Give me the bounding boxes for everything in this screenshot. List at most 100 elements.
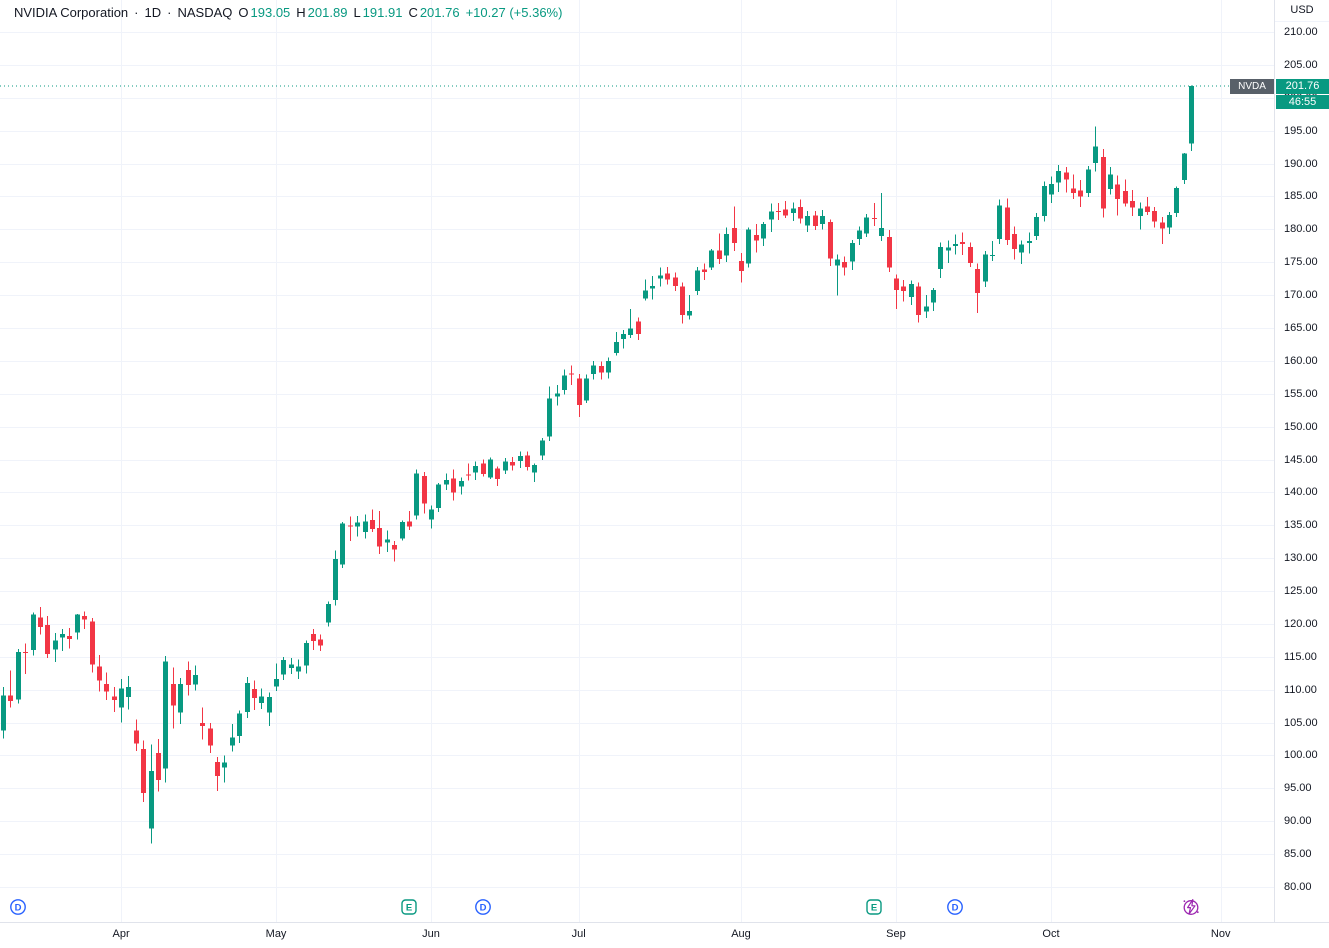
price-axis-label: 135.00 bbox=[1284, 519, 1318, 532]
price-axis-label: 170.00 bbox=[1284, 289, 1318, 302]
candle-body bbox=[931, 289, 936, 303]
candle-body bbox=[525, 455, 530, 467]
candle-body bbox=[599, 366, 604, 373]
candle-body bbox=[392, 545, 397, 550]
candle-body bbox=[650, 285, 655, 289]
candle-body bbox=[134, 730, 139, 744]
candle-body bbox=[38, 617, 43, 628]
price-axis-label: 185.00 bbox=[1284, 190, 1318, 203]
candle-body bbox=[348, 525, 353, 527]
candle-body bbox=[237, 713, 242, 736]
candle-body bbox=[385, 539, 390, 543]
candle-body bbox=[555, 393, 560, 397]
time-axis-label: May bbox=[265, 928, 287, 940]
interval-label[interactable]: 1D bbox=[144, 5, 162, 20]
candle-body bbox=[259, 696, 264, 703]
candle-body bbox=[717, 250, 722, 259]
candle-body bbox=[746, 229, 751, 264]
candle-body bbox=[547, 398, 552, 437]
candle-body bbox=[968, 247, 973, 263]
candle-body bbox=[606, 360, 611, 373]
earnings-box bbox=[401, 899, 417, 915]
candle-body bbox=[1182, 153, 1187, 180]
candle-body bbox=[636, 321, 641, 334]
candle-body bbox=[1064, 172, 1069, 180]
candle-body bbox=[983, 254, 988, 282]
price-axis[interactable]: USD 201.76 46:55 210.00205.00200.00195.0… bbox=[1274, 0, 1329, 922]
candle-body bbox=[200, 723, 205, 726]
bar-countdown-label: 46:55 bbox=[1276, 94, 1329, 109]
candle-body bbox=[296, 666, 301, 672]
earnings-letter: E bbox=[406, 903, 412, 914]
ohlc-close: C 201.76 bbox=[408, 5, 459, 20]
candle-body bbox=[8, 695, 13, 701]
last-price-symbol-label: NVDA bbox=[1230, 78, 1274, 94]
candle-body bbox=[311, 633, 316, 641]
dividend-icon[interactable]: D bbox=[946, 898, 964, 916]
candle-body bbox=[584, 378, 589, 401]
time-axis-label: Jun bbox=[422, 928, 440, 940]
candle-body bbox=[739, 260, 744, 271]
open-label: O bbox=[238, 5, 249, 20]
candle-body bbox=[695, 270, 700, 292]
price-axis-label: 205.00 bbox=[1284, 58, 1318, 71]
candle-body bbox=[887, 237, 892, 268]
candle-body bbox=[702, 269, 707, 272]
dividend-icon-glyph: D bbox=[474, 899, 491, 915]
candle-body bbox=[1012, 233, 1017, 249]
candle-body bbox=[45, 625, 50, 655]
candle-body bbox=[761, 224, 766, 239]
price-axis-label: 100.00 bbox=[1284, 749, 1318, 762]
candle-body bbox=[473, 466, 478, 473]
candle-body bbox=[245, 683, 250, 712]
dividend-letter: D bbox=[14, 902, 21, 913]
candle-body bbox=[267, 696, 272, 713]
candle-body bbox=[1027, 241, 1032, 244]
candle-body bbox=[864, 217, 869, 234]
legend-separator: · bbox=[134, 5, 139, 20]
price-axis-label: 190.00 bbox=[1284, 157, 1318, 170]
candle-body bbox=[444, 479, 449, 485]
candle-body bbox=[171, 683, 176, 706]
candle-body bbox=[112, 696, 117, 701]
earnings-icon[interactable]: E bbox=[865, 898, 883, 916]
dividend-icon[interactable]: D bbox=[474, 898, 492, 916]
high-value: 201.89 bbox=[307, 5, 348, 20]
dividend-icon[interactable]: D bbox=[9, 898, 27, 916]
candle-body bbox=[104, 683, 109, 692]
candle-body bbox=[1019, 244, 1024, 253]
time-axis-label: Nov bbox=[1210, 928, 1231, 940]
chart-pane[interactable] bbox=[0, 0, 1274, 922]
lightning-event-icon[interactable] bbox=[1182, 898, 1200, 916]
candle-body bbox=[1071, 188, 1076, 194]
chart-legend: NVIDIA Corporation · 1D · NASDAQ O 193.05… bbox=[14, 5, 562, 20]
candle-body bbox=[488, 459, 493, 478]
last-price-label: 201.76 bbox=[1276, 78, 1329, 94]
legend-separator: · bbox=[167, 5, 172, 20]
price-axis-label: 150.00 bbox=[1284, 420, 1318, 433]
price-axis-label: 85.00 bbox=[1284, 848, 1312, 861]
candle-body bbox=[1101, 157, 1106, 209]
candle-body bbox=[724, 233, 729, 256]
candle-body bbox=[990, 255, 995, 256]
candle-body bbox=[407, 521, 412, 527]
exchange-label[interactable]: NASDAQ bbox=[177, 5, 233, 20]
candle-body bbox=[466, 474, 471, 476]
earnings-letter: E bbox=[871, 903, 877, 914]
candle-body bbox=[673, 277, 678, 286]
candle-body bbox=[1152, 210, 1157, 222]
candle-body bbox=[835, 259, 840, 266]
candle-body bbox=[149, 771, 154, 829]
symbol-title[interactable]: NVIDIA Corporation bbox=[14, 5, 129, 20]
candle-body bbox=[658, 275, 663, 279]
candle-body bbox=[481, 463, 486, 474]
candle-body bbox=[451, 478, 456, 493]
earnings-icon[interactable]: E bbox=[400, 898, 418, 916]
candle-body bbox=[1108, 174, 1113, 190]
candle-body bbox=[946, 247, 951, 251]
candle-body bbox=[938, 247, 943, 269]
time-axis[interactable]: Apr May Jun Jul Aug Sep Oct Nov bbox=[0, 922, 1329, 948]
currency-label[interactable]: USD bbox=[1275, 0, 1329, 22]
time-axis-label: Jul bbox=[571, 928, 586, 940]
